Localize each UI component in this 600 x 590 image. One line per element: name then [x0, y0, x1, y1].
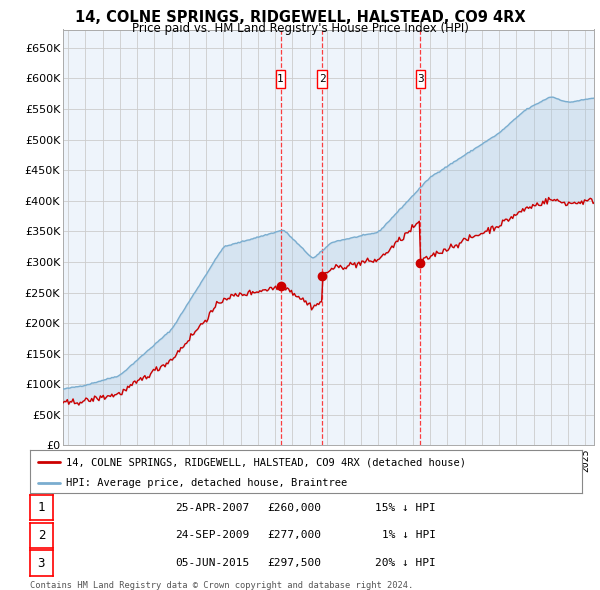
Text: 14, COLNE SPRINGS, RIDGEWELL, HALSTEAD, CO9 4RX (detached house): 14, COLNE SPRINGS, RIDGEWELL, HALSTEAD, …: [66, 457, 466, 467]
Text: 3: 3: [38, 556, 45, 570]
Text: HPI: Average price, detached house, Braintree: HPI: Average price, detached house, Brai…: [66, 478, 347, 489]
Text: 1: 1: [277, 74, 284, 84]
Text: 2: 2: [38, 529, 45, 542]
Text: 3: 3: [417, 74, 424, 84]
Bar: [276, 70, 286, 87]
Text: £260,000: £260,000: [267, 503, 321, 513]
Text: 1% ↓ HPI: 1% ↓ HPI: [382, 530, 436, 540]
Bar: [317, 70, 327, 87]
Text: Contains HM Land Registry data © Crown copyright and database right 2024.
This d: Contains HM Land Registry data © Crown c…: [30, 581, 413, 590]
Text: 25-APR-2007: 25-APR-2007: [175, 503, 249, 513]
Text: 20% ↓ HPI: 20% ↓ HPI: [375, 558, 436, 568]
Text: £297,500: £297,500: [267, 558, 321, 568]
Text: 15% ↓ HPI: 15% ↓ HPI: [375, 503, 436, 513]
Text: 1: 1: [38, 501, 45, 514]
Text: 05-JUN-2015: 05-JUN-2015: [175, 558, 249, 568]
Text: Price paid vs. HM Land Registry's House Price Index (HPI): Price paid vs. HM Land Registry's House …: [131, 22, 469, 35]
Text: 24-SEP-2009: 24-SEP-2009: [175, 530, 249, 540]
Bar: [416, 70, 425, 87]
Text: 14, COLNE SPRINGS, RIDGEWELL, HALSTEAD, CO9 4RX: 14, COLNE SPRINGS, RIDGEWELL, HALSTEAD, …: [74, 10, 526, 25]
Text: £277,000: £277,000: [267, 530, 321, 540]
Text: 2: 2: [319, 74, 325, 84]
